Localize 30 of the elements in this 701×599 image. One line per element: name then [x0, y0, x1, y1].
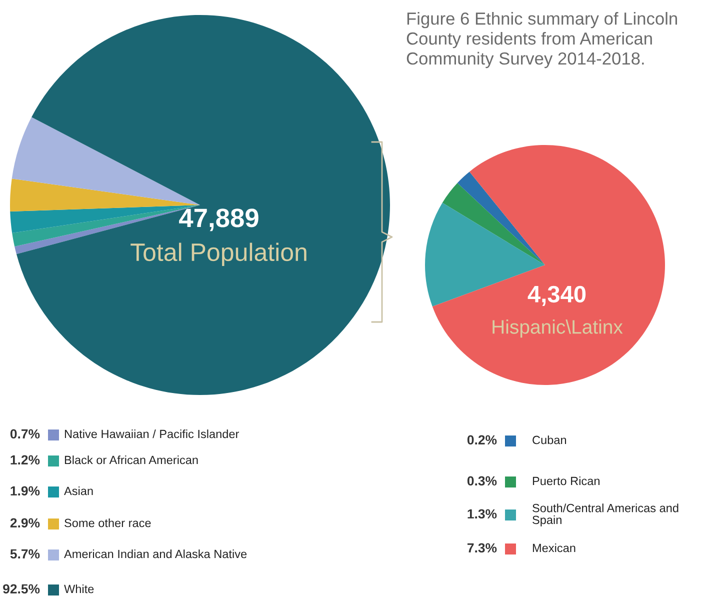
legend-label: Mexican [532, 543, 576, 552]
legend-label: Native Hawaiian / Pacific Islander [64, 429, 239, 438]
legend-label: Asian [64, 486, 93, 496]
data-label: 2.9% [10, 518, 40, 528]
data-label: 1.2% [10, 455, 40, 465]
legend-label: Cuban [532, 435, 566, 444]
legend-label: Black or African American [64, 455, 198, 464]
legend-label: South/Central Americas and Spain [532, 504, 678, 526]
text: Hispanic\Latinx [492, 320, 623, 338]
text: 47,889 [179, 208, 258, 232]
data-label: 5.7% [10, 549, 40, 559]
legend-label: White [64, 584, 94, 594]
data-label: 0.2% [467, 435, 497, 445]
pie-slice [457, 172, 545, 265]
legend-label: Some other race [64, 518, 151, 528]
data-label: 0.7% [10, 429, 40, 439]
pie-slice [16, 15, 390, 395]
pie-slice [432, 145, 665, 385]
pie-slice [442, 183, 545, 265]
legend-label: American Indian and Alaska Native [64, 549, 247, 558]
pie-slice [12, 117, 200, 205]
text: 4,340 [528, 286, 586, 306]
data-label: 1.9% [10, 486, 40, 496]
data-label: 7.3% [467, 543, 497, 553]
data-label: 0.3% [467, 476, 497, 486]
legend-label: Puerto Rican [532, 476, 600, 486]
data-label: 92.5% [3, 584, 40, 594]
text: Figure 6 Ethnic summary of Lincoln County residents from American Community Survey 2014-2018. [406, 12, 677, 68]
text: Total Population [130, 242, 306, 266]
data-label: 1.3% [468, 509, 497, 519]
